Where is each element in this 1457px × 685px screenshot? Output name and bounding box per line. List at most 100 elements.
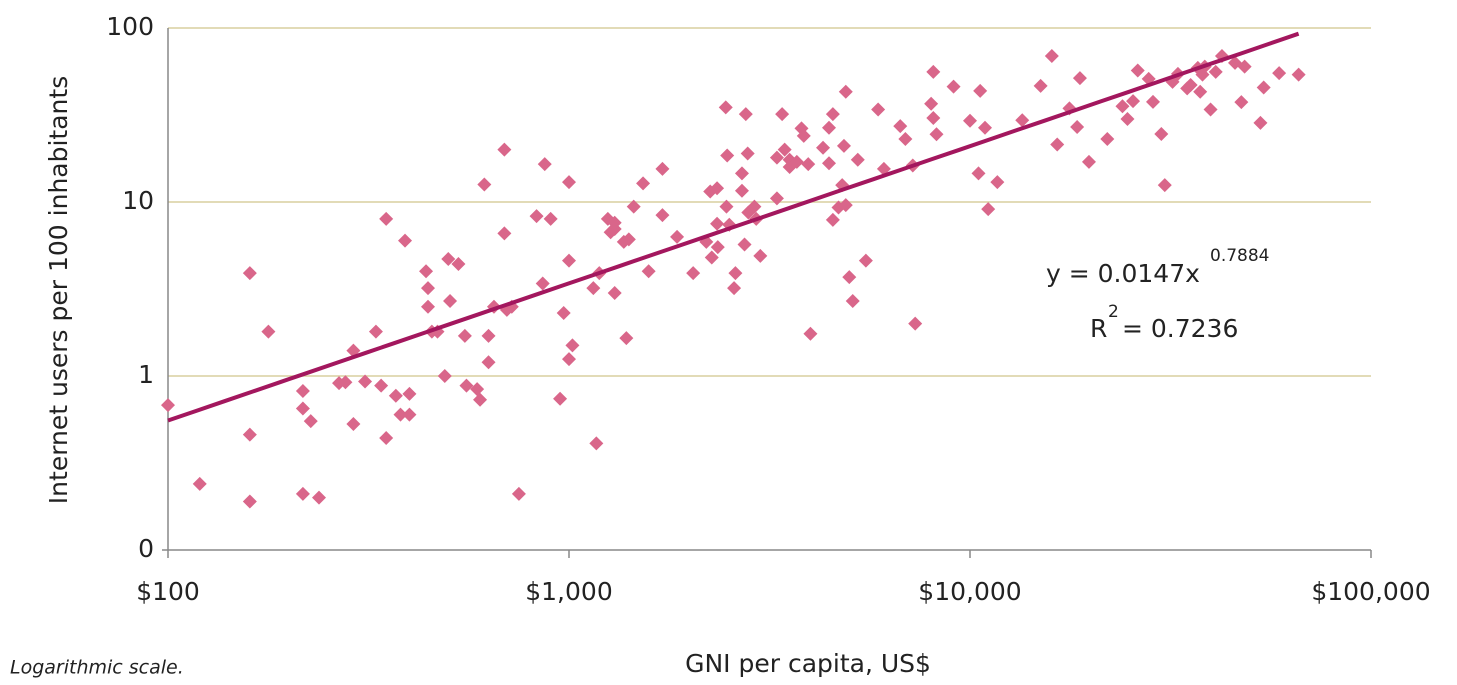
point <box>973 83 988 98</box>
y-tick-label: 10 <box>122 186 154 215</box>
point <box>388 388 403 403</box>
point <box>398 233 413 248</box>
point <box>1237 59 1252 74</box>
point <box>1120 111 1135 126</box>
point <box>295 401 310 416</box>
point <box>926 64 941 79</box>
point <box>312 490 327 505</box>
point <box>636 176 651 191</box>
point <box>1272 66 1287 81</box>
point <box>719 199 734 214</box>
point <box>242 427 257 442</box>
point <box>619 331 634 346</box>
point <box>451 257 466 272</box>
point <box>481 328 496 343</box>
point <box>825 107 840 122</box>
x-tick-label: $100,000 <box>1311 577 1430 606</box>
point <box>1208 64 1223 79</box>
point <box>747 199 762 214</box>
r2-value: = 0.7236 <box>1122 314 1238 343</box>
point <box>1193 84 1208 99</box>
point <box>607 221 622 236</box>
x-tick-label: $1,000 <box>525 577 612 606</box>
point <box>718 100 733 115</box>
point <box>740 146 755 161</box>
point <box>1130 63 1145 78</box>
y-tick-label: 0 <box>138 534 154 563</box>
point <box>497 142 512 157</box>
point <box>511 486 526 501</box>
x-tick-label: $10,000 <box>918 577 1021 606</box>
point <box>402 407 417 422</box>
point <box>924 96 939 111</box>
point <box>796 128 811 143</box>
point <box>393 407 408 422</box>
point <box>825 212 840 227</box>
point <box>641 264 656 279</box>
point <box>734 166 749 181</box>
point <box>858 253 873 268</box>
point <box>871 102 886 117</box>
point <box>402 386 417 401</box>
x-axis-label: GNI per capita, US$ <box>685 649 931 678</box>
point <box>529 209 544 224</box>
point <box>556 306 571 321</box>
point <box>553 391 568 406</box>
x-tick-label: $100 <box>136 577 200 606</box>
point <box>477 177 492 192</box>
point <box>192 476 207 491</box>
point <box>437 369 452 383</box>
point <box>161 398 175 413</box>
point <box>1146 94 1161 109</box>
point <box>850 152 865 167</box>
point <box>1050 137 1065 152</box>
point <box>686 266 701 281</box>
point <box>565 338 580 353</box>
point <box>803 326 818 341</box>
point <box>1291 67 1306 82</box>
point <box>473 392 488 407</box>
point <box>769 191 784 206</box>
point <box>607 285 622 300</box>
trend-equation: y = 0.0147x <box>1046 259 1200 288</box>
point <box>845 293 860 308</box>
point <box>420 281 435 296</box>
point <box>838 84 853 99</box>
point <box>295 383 310 398</box>
point <box>621 232 636 247</box>
point <box>842 270 857 285</box>
point <box>1100 132 1115 147</box>
point <box>1044 49 1059 64</box>
point <box>775 107 790 122</box>
point <box>420 299 435 314</box>
point <box>838 198 853 213</box>
point <box>929 127 944 142</box>
point <box>1072 71 1087 86</box>
note: Logarithmic scale. <box>10 657 184 679</box>
point <box>1256 80 1271 95</box>
point <box>655 208 670 223</box>
point <box>990 175 1005 190</box>
point <box>981 202 996 217</box>
trend-line <box>167 31 1300 423</box>
point <box>801 157 816 172</box>
point <box>898 132 913 147</box>
point <box>1183 78 1198 93</box>
point <box>893 119 908 134</box>
point <box>734 183 749 198</box>
point <box>626 199 641 214</box>
point <box>459 378 474 393</box>
point <box>379 211 394 226</box>
point <box>1015 113 1030 128</box>
point <box>727 281 742 296</box>
point <box>481 355 496 370</box>
point <box>379 431 394 446</box>
point <box>1081 154 1096 169</box>
point <box>777 142 792 157</box>
point <box>242 266 257 281</box>
point <box>821 156 836 171</box>
point <box>535 276 550 291</box>
point <box>295 486 310 501</box>
point <box>443 293 458 308</box>
point <box>562 253 576 268</box>
